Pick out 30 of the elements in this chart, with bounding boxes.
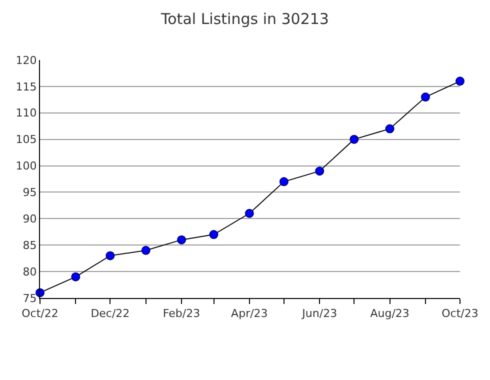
x-tick-label: Feb/23: [162, 307, 200, 320]
chart-title: Total Listings in 30213: [160, 10, 329, 28]
y-tick-label: 105: [16, 133, 37, 146]
point: [177, 235, 186, 244]
x-tick-label: Dec/22: [90, 307, 130, 320]
y-tick-label: 115: [16, 80, 37, 94]
x-tick-label: Apr/23: [231, 307, 268, 320]
x-tick-label: Aug/23: [370, 307, 410, 320]
point: [420, 92, 430, 102]
y-tick-label: 110: [16, 106, 37, 120]
point: [385, 124, 394, 134]
point: [71, 272, 80, 282]
point: [315, 166, 324, 176]
y-tick-label: 90: [22, 212, 37, 226]
point: [106, 251, 115, 260]
y-tick-label: 120: [16, 54, 37, 67]
y-tick-label: 85: [22, 238, 37, 252]
x-tick-label: Jun/23: [301, 307, 338, 320]
x-tick-label: Oct/23: [442, 307, 478, 320]
point: [350, 134, 359, 144]
point: [456, 76, 464, 86]
y-tick-label: 100: [16, 160, 37, 173]
y-tick-label: 75: [22, 292, 37, 305]
point: [244, 208, 254, 218]
point: [279, 177, 288, 186]
point: [209, 230, 218, 240]
y-tick-label: 95: [22, 186, 37, 200]
y-tick-label: 80: [22, 265, 37, 278]
point: [141, 246, 150, 255]
x-tick-label: Oct/22: [22, 307, 58, 320]
